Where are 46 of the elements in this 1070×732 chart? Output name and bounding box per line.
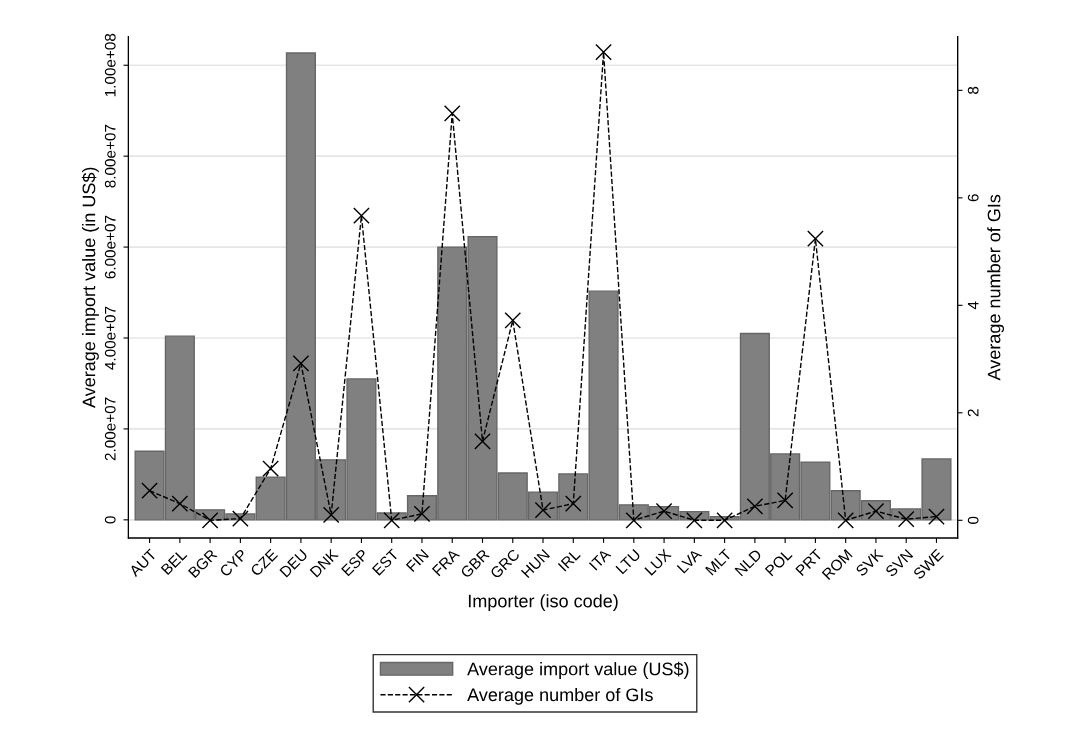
y2-tick-label: 6 bbox=[967, 194, 979, 202]
point bbox=[746, 497, 764, 515]
point bbox=[443, 105, 461, 122]
x-tick-label: POL bbox=[764, 548, 793, 577]
legend-label: Average import value (US$) bbox=[467, 661, 689, 679]
y2-tick-label: 8 bbox=[967, 86, 979, 94]
point bbox=[171, 495, 189, 512]
point bbox=[322, 506, 340, 524]
y-axis-title: Average import value (in US$) bbox=[81, 167, 99, 409]
point bbox=[262, 460, 279, 478]
y2-axis-title: Average number of GIs bbox=[987, 194, 1004, 381]
y-tick-label: 6.00e+07 bbox=[104, 215, 116, 279]
x-tick-label: FRA bbox=[431, 548, 461, 577]
point bbox=[383, 511, 401, 529]
y-tick-label: 8.00e+07 bbox=[104, 124, 116, 188]
y-tick-label: 4.00e+07 bbox=[104, 306, 116, 370]
y2-tick-label: 4 bbox=[967, 301, 979, 310]
y2-tick-label: 2 bbox=[967, 409, 979, 417]
point bbox=[201, 511, 219, 529]
point bbox=[655, 502, 673, 520]
x-tick-label: FIN bbox=[405, 549, 429, 573]
x-axis-title: Importer (iso code) bbox=[468, 594, 618, 611]
y-tick-label: 0 bbox=[104, 516, 116, 524]
point bbox=[353, 207, 370, 224]
x-tick-label: LVA bbox=[676, 548, 703, 574]
point bbox=[504, 312, 522, 329]
point bbox=[686, 511, 703, 529]
x-tick-label: IRL bbox=[557, 548, 581, 572]
point bbox=[595, 43, 612, 61]
point bbox=[837, 511, 855, 529]
y-tick-label: 2.00e+07 bbox=[104, 397, 116, 461]
point bbox=[928, 508, 945, 525]
point bbox=[232, 510, 249, 528]
x-tick-label: LTU bbox=[615, 548, 641, 575]
point bbox=[776, 492, 794, 509]
x-tick-label: BEL bbox=[160, 548, 188, 576]
y-tick-label: 1.00e+08 bbox=[104, 33, 116, 97]
point bbox=[625, 511, 643, 529]
point bbox=[716, 511, 733, 529]
point bbox=[897, 510, 915, 528]
x-tick-label: ITA bbox=[588, 548, 612, 571]
point bbox=[807, 230, 824, 248]
legend-label: Average number of GIs bbox=[467, 687, 653, 705]
y2-tick-label: 0 bbox=[967, 516, 979, 524]
point bbox=[474, 432, 491, 450]
point bbox=[292, 355, 310, 372]
